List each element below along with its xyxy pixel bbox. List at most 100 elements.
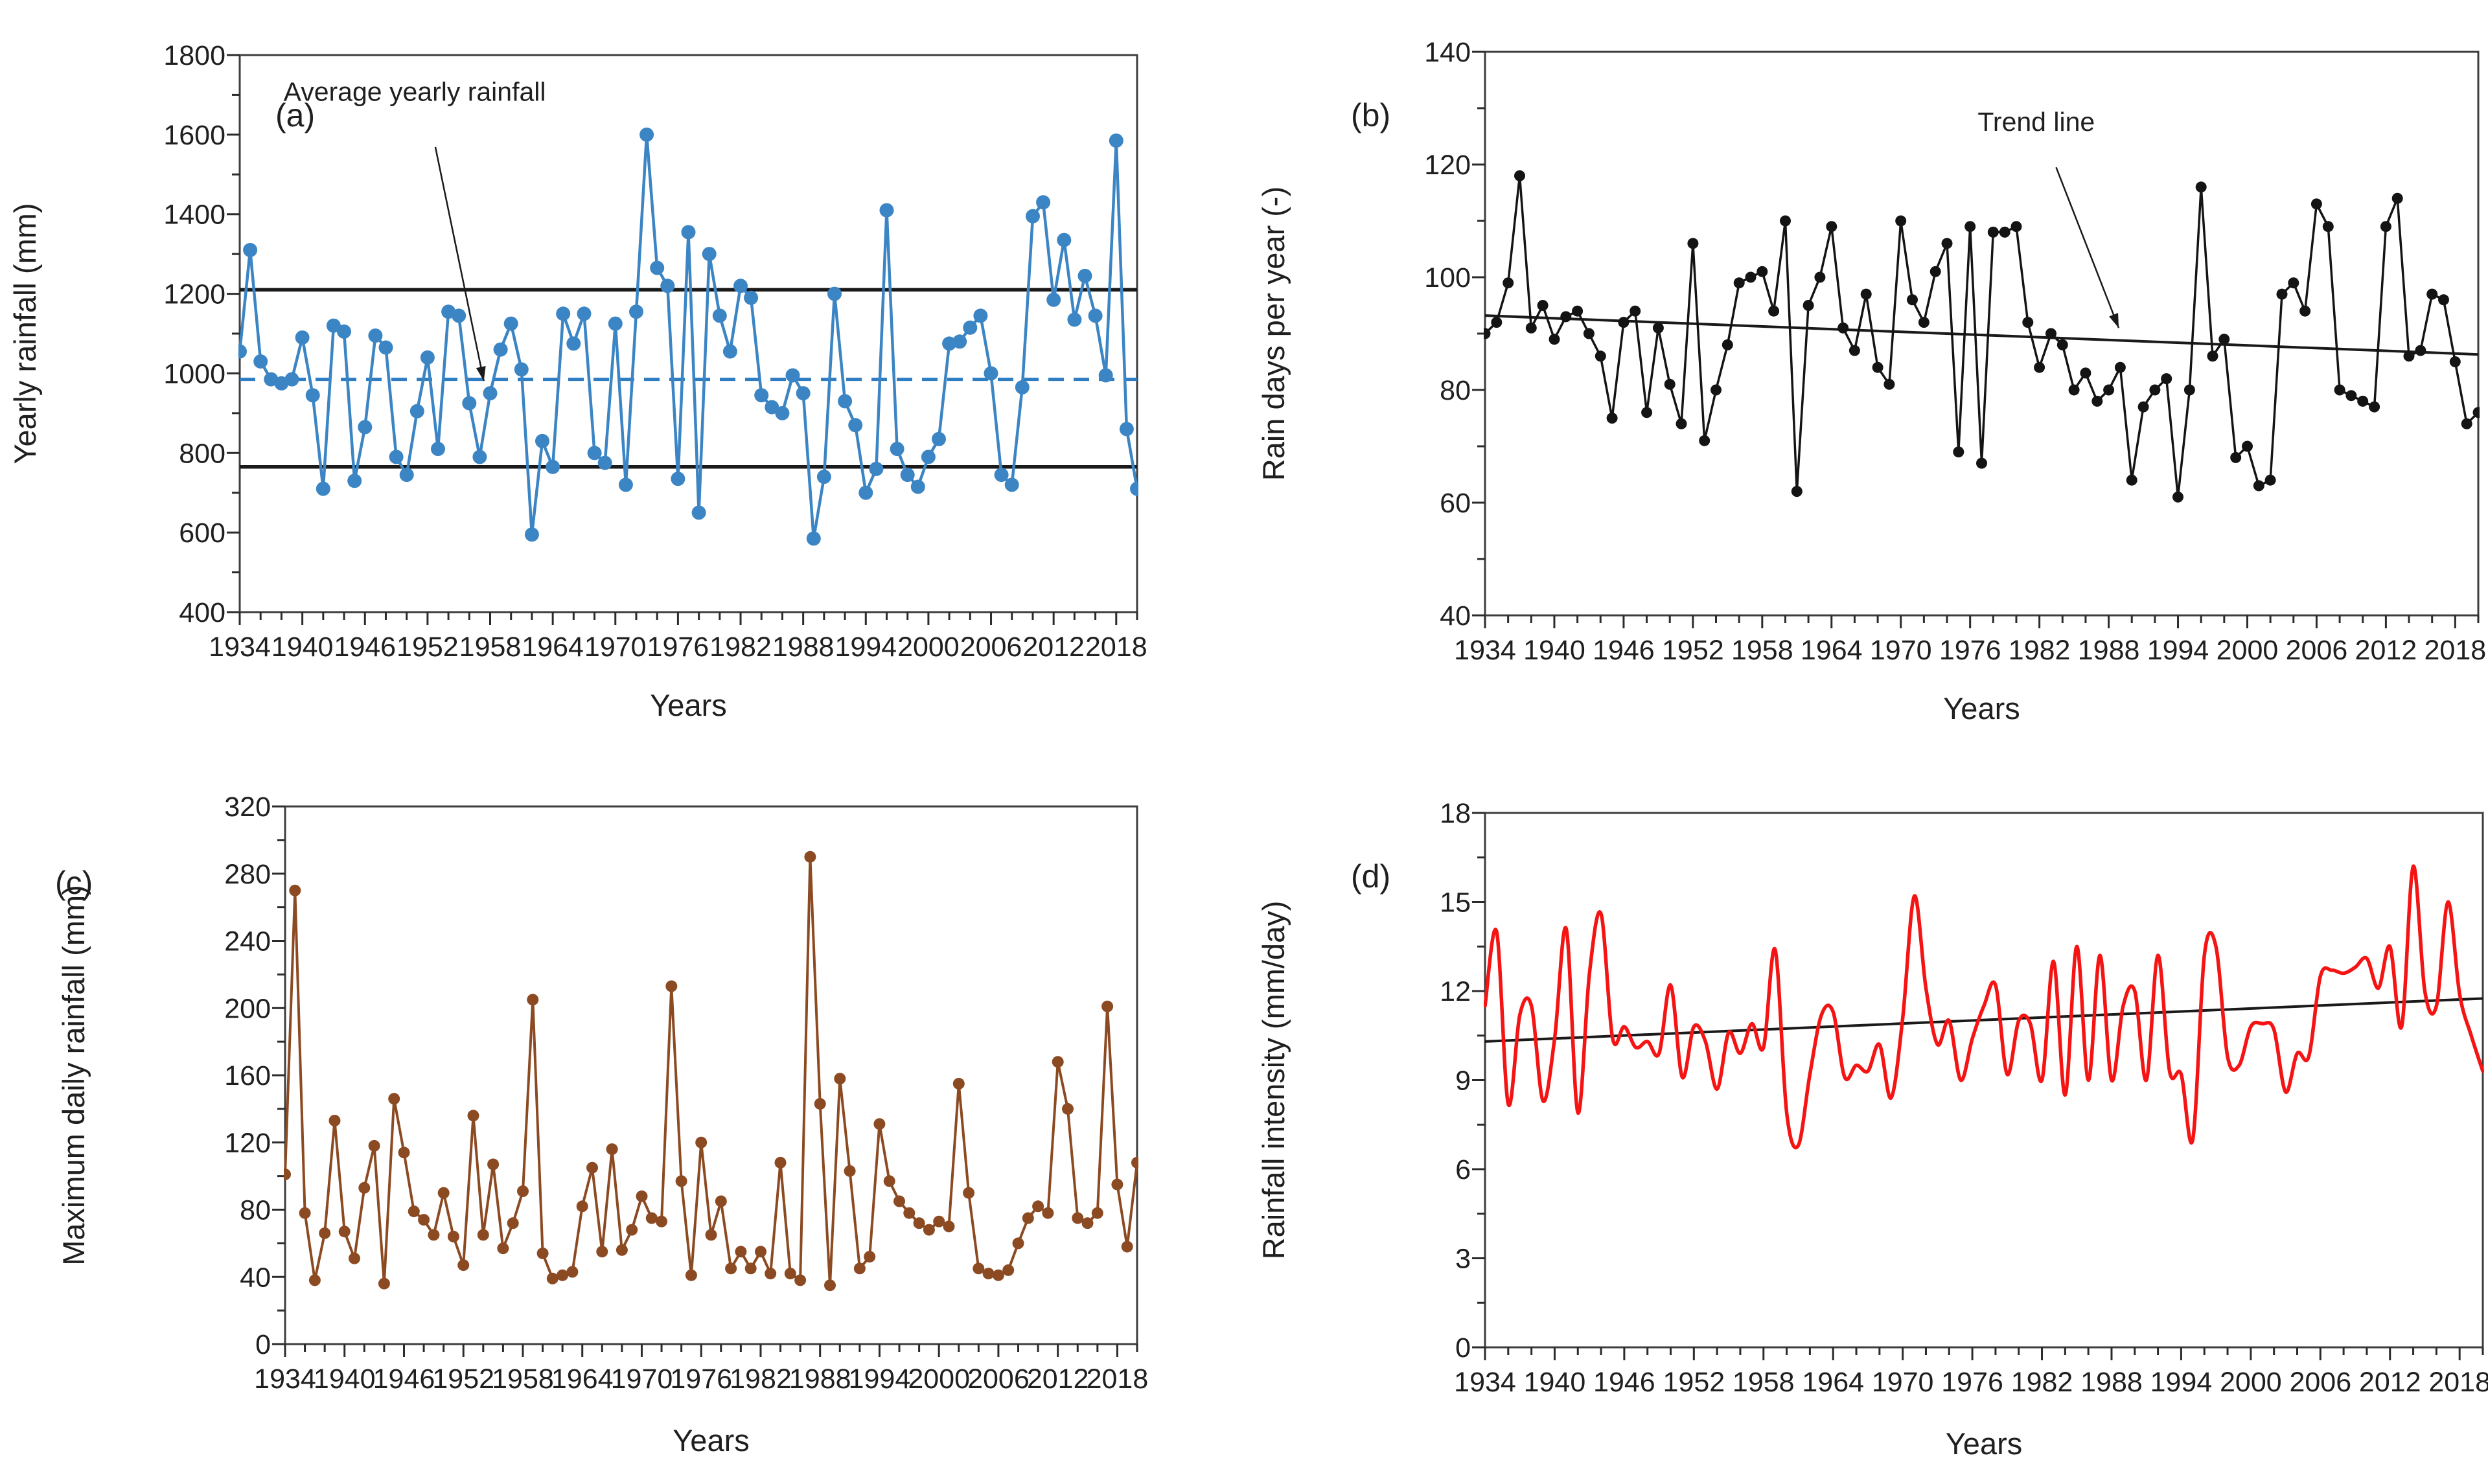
x-tick-label: 1982	[2011, 1367, 2073, 1398]
x-tick-label: 1940	[1523, 635, 1585, 666]
y-tick-label: 9	[1455, 1066, 1471, 1097]
x-tick-label: 1946	[334, 632, 396, 663]
x-tick-label: 2018	[1085, 632, 1147, 663]
x-axis-title: Years	[650, 688, 726, 722]
x-tick-label: 1976	[670, 1364, 732, 1395]
y-axis-title: Maximum daily rainfall (mm)	[56, 885, 91, 1266]
x-tick-label: 1994	[2150, 1367, 2213, 1398]
y-tick-label: 15	[1440, 887, 1471, 919]
x-tick-label: 1952	[1662, 635, 1724, 666]
x-axis-title: Years	[673, 1423, 749, 1457]
trend-line	[1484, 314, 2479, 356]
x-tick-label: 1940	[271, 632, 334, 663]
x-tick-label: 1970	[611, 1364, 673, 1395]
x-tick-label: 1934	[254, 1364, 316, 1395]
x-tick-label: 2000	[2220, 1367, 2282, 1398]
panel-letter: (a)	[275, 97, 315, 133]
x-tick-label: 1976	[647, 632, 709, 663]
panel-b: 40 60 80 100 120 140 1934 1940 1946 1952 1958 1964 1…	[1244, 0, 2488, 742]
x-axis-title: Years	[1943, 691, 2020, 725]
x-tick-label: 1958	[459, 632, 522, 663]
x-tick-label: 1970	[1870, 635, 1932, 666]
x-tick-label: 1982	[730, 1364, 792, 1395]
data-series	[1484, 864, 2484, 1150]
panel-letter: (b)	[1351, 97, 1390, 133]
y-tick-label: 80	[1440, 375, 1471, 406]
x-tick-label: 2018	[2425, 635, 2487, 666]
x-tick-label: 1958	[1731, 635, 1793, 666]
annotation-arrow	[2055, 166, 2120, 328]
x-tick-label: 1994	[835, 632, 897, 663]
x-tick-label: 1976	[1941, 1367, 2003, 1398]
y-axis-title: Yearly rainfall (mm)	[8, 203, 42, 464]
panel-letter: (d)	[1351, 858, 1390, 895]
y-tick-label: 320	[224, 792, 271, 823]
panel-letter: (c)	[55, 865, 93, 901]
y-tick-label: 240	[224, 926, 271, 957]
y-axis-title: Rain days per year (-)	[1256, 187, 1291, 481]
y-tick-label: 1600	[163, 120, 225, 151]
x-tick-label: 1952	[432, 1364, 494, 1395]
x-tick-label: 1940	[1524, 1367, 1586, 1398]
x-tick-label: 1988	[772, 632, 835, 663]
x-tick-label: 1952	[397, 632, 459, 663]
x-tick-label: 1946	[1593, 1367, 1655, 1398]
x-tick-label: 2006	[967, 1364, 1030, 1395]
y-tick-label: 1400	[163, 200, 225, 231]
x-tick-label: 1940	[314, 1364, 376, 1395]
x-tick-label: 1982	[709, 632, 772, 663]
panel-c: 0 40 80 120 160 200 240 280 320 1934 1940 1946 1952 1…	[0, 742, 1244, 1484]
x-tick-label: 1958	[492, 1364, 554, 1395]
data-markers	[284, 850, 1138, 1292]
x-tick-label: 1994	[849, 1364, 911, 1395]
x-tick-label: 1970	[1872, 1367, 1934, 1398]
y-tick-label: 600	[179, 518, 225, 549]
x-tick-label: 2012	[2359, 1367, 2421, 1398]
x-tick-label: 1952	[1663, 1367, 1725, 1398]
x-tick-label: 1934	[1454, 1367, 1516, 1398]
y-tick-label: 280	[224, 859, 271, 890]
x-tick-label: 1982	[2009, 635, 2071, 666]
y-tick-label: 60	[1440, 488, 1471, 519]
y-tick-label: 400	[179, 597, 225, 628]
y-tick-label: 800	[179, 438, 225, 469]
y-tick-label: 3	[1455, 1244, 1471, 1275]
x-tick-label: 2012	[2355, 635, 2417, 666]
annotation-arrowhead	[2109, 313, 2119, 328]
x-tick-label: 1964	[1802, 1367, 1864, 1398]
series-layer	[284, 850, 1138, 1292]
y-tick-label: 1000	[163, 358, 225, 389]
x-tick-label: 2018	[1087, 1364, 1149, 1395]
x-tick-label: 2018	[2428, 1367, 2488, 1398]
annotation-trend-line: Trend line	[1977, 107, 2095, 137]
y-tick-label: 1800	[163, 40, 225, 71]
x-tick-label: 1964	[551, 1364, 614, 1395]
y-tick-label: 80	[240, 1195, 271, 1226]
x-tick-label: 2012	[1022, 632, 1085, 663]
y-tick-label: 6	[1455, 1154, 1471, 1185]
y-tick-label: 1200	[163, 279, 225, 310]
x-tick-label: 2000	[908, 1364, 970, 1395]
data-markers	[238, 127, 1138, 546]
y-tick-label: 200	[224, 993, 271, 1024]
data-markers	[1484, 170, 2480, 503]
x-tick-label: 2000	[2217, 635, 2279, 666]
x-tick-label: 1970	[584, 632, 647, 663]
data-series	[284, 855, 1138, 1287]
x-tick-label: 1994	[2147, 635, 2209, 666]
x-tick-label: 1946	[1593, 635, 1655, 666]
x-tick-label: 1934	[1454, 635, 1516, 666]
x-tick-label: 2006	[960, 632, 1022, 663]
annotation-arrowhead	[476, 366, 486, 382]
x-tick-label: 1988	[2080, 1367, 2143, 1398]
annotation-arrow	[434, 146, 485, 382]
series-layer	[1484, 864, 2484, 1150]
x-tick-label: 2006	[2289, 1367, 2351, 1398]
axes-layer: 0408012016020024028032019341940194619521…	[224, 792, 1148, 1395]
series-layer	[238, 127, 1138, 546]
x-tick-label: 1976	[1939, 635, 2001, 666]
x-tick-label: 2000	[897, 632, 960, 663]
